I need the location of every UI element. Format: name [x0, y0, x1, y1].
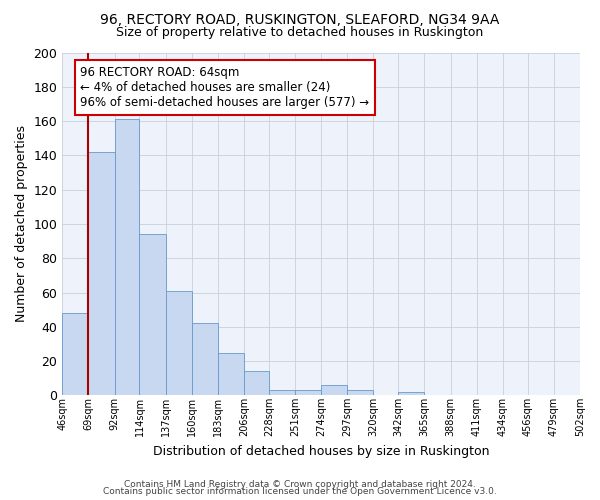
Bar — [166, 291, 192, 396]
Bar — [398, 392, 424, 396]
Bar — [115, 120, 139, 396]
Bar — [321, 385, 347, 396]
X-axis label: Distribution of detached houses by size in Ruskington: Distribution of detached houses by size … — [153, 444, 490, 458]
Text: Size of property relative to detached houses in Ruskington: Size of property relative to detached ho… — [116, 26, 484, 39]
Bar — [88, 152, 115, 396]
Y-axis label: Number of detached properties: Number of detached properties — [15, 126, 28, 322]
Bar — [218, 352, 244, 396]
Text: Contains HM Land Registry data © Crown copyright and database right 2024.: Contains HM Land Registry data © Crown c… — [124, 480, 476, 489]
Text: 96 RECTORY ROAD: 64sqm
← 4% of detached houses are smaller (24)
96% of semi-deta: 96 RECTORY ROAD: 64sqm ← 4% of detached … — [80, 66, 370, 109]
Text: 96, RECTORY ROAD, RUSKINGTON, SLEAFORD, NG34 9AA: 96, RECTORY ROAD, RUSKINGTON, SLEAFORD, … — [100, 12, 500, 26]
Bar — [139, 234, 166, 396]
Bar — [269, 390, 295, 396]
Bar — [192, 324, 218, 396]
Bar — [244, 372, 269, 396]
Text: Contains public sector information licensed under the Open Government Licence v3: Contains public sector information licen… — [103, 488, 497, 496]
Bar — [295, 390, 321, 396]
Bar — [347, 390, 373, 396]
Bar — [62, 313, 88, 396]
